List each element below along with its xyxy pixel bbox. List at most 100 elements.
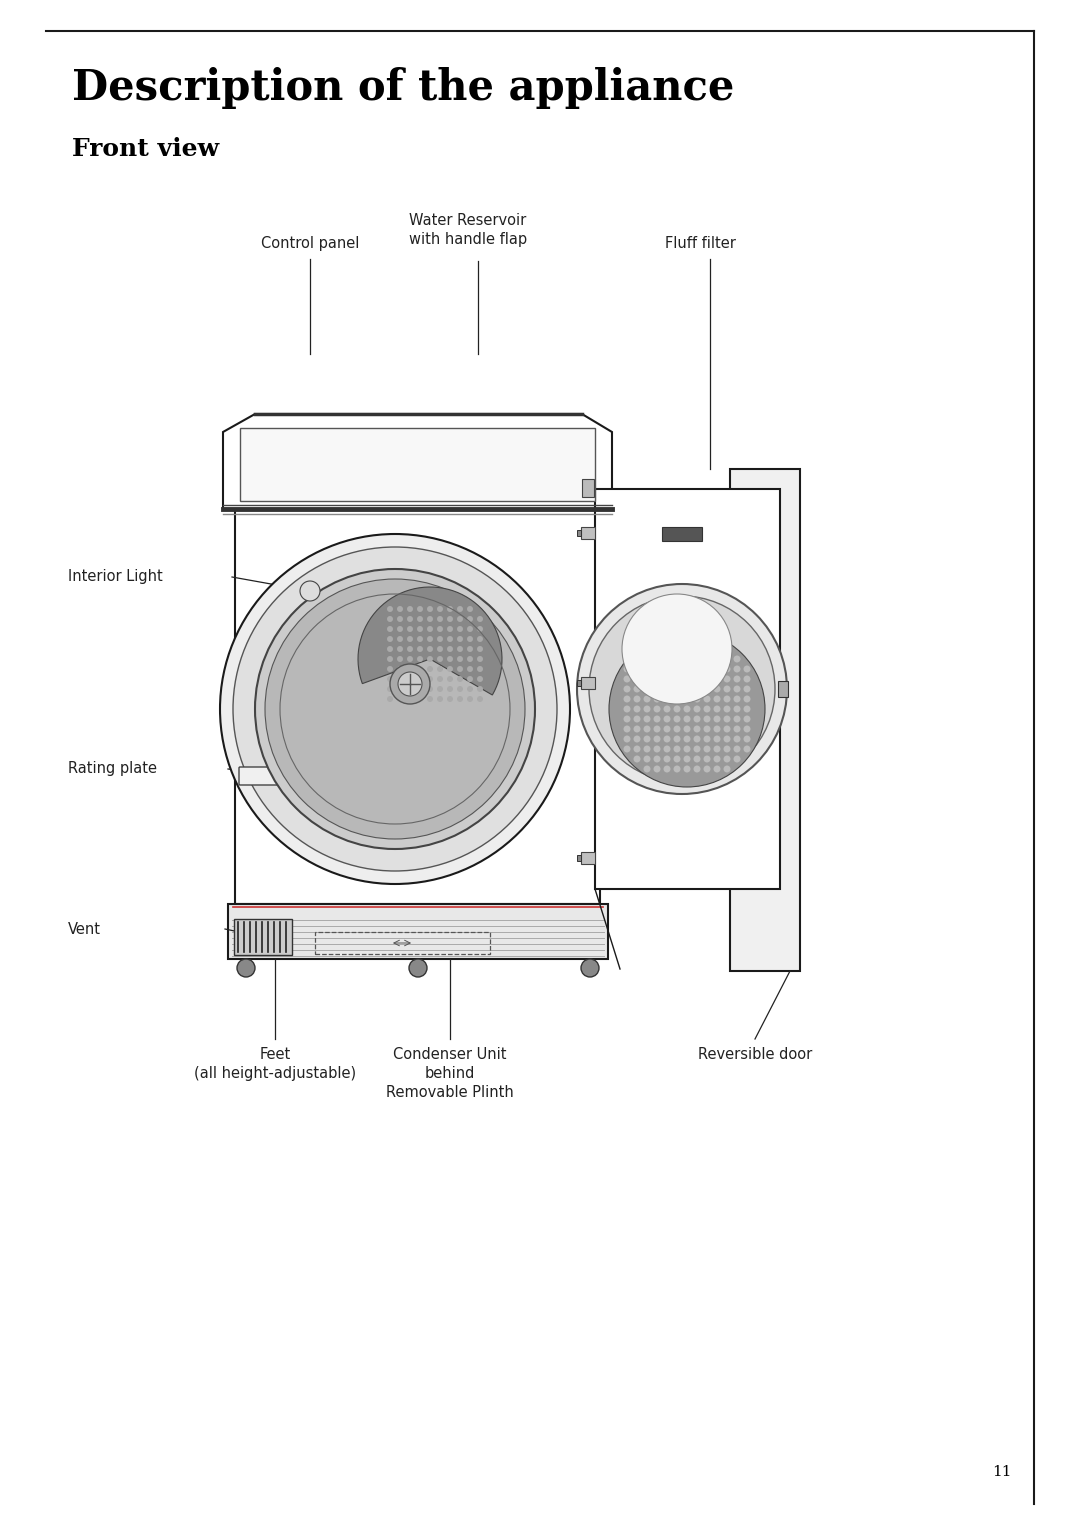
Circle shape (724, 746, 730, 752)
Circle shape (397, 687, 403, 693)
Circle shape (714, 665, 720, 673)
Circle shape (663, 696, 671, 702)
Circle shape (703, 656, 711, 662)
Circle shape (634, 696, 640, 702)
Circle shape (467, 656, 473, 662)
Circle shape (447, 636, 453, 642)
Circle shape (684, 766, 690, 772)
Circle shape (437, 625, 443, 631)
Circle shape (409, 959, 427, 977)
Bar (228, 904, 608, 959)
Circle shape (674, 725, 680, 732)
Circle shape (743, 746, 751, 752)
Circle shape (407, 676, 413, 682)
Text: Reversible door: Reversible door (698, 1047, 812, 1063)
Circle shape (674, 665, 680, 673)
Circle shape (387, 667, 393, 673)
Bar (581, 528, 595, 540)
Circle shape (577, 584, 787, 794)
Circle shape (663, 755, 671, 763)
Circle shape (417, 667, 423, 673)
Circle shape (674, 656, 680, 662)
Circle shape (407, 656, 413, 662)
Bar (581, 852, 595, 864)
Circle shape (417, 656, 423, 662)
Circle shape (693, 766, 701, 772)
Bar (730, 469, 800, 971)
Circle shape (644, 665, 650, 673)
Circle shape (674, 705, 680, 713)
Circle shape (693, 716, 701, 723)
Circle shape (623, 665, 631, 673)
Circle shape (743, 735, 751, 743)
Circle shape (644, 676, 650, 682)
Circle shape (417, 696, 423, 702)
Circle shape (724, 755, 730, 763)
Circle shape (714, 656, 720, 662)
Circle shape (703, 696, 711, 702)
Circle shape (653, 725, 661, 732)
Circle shape (447, 667, 453, 673)
Circle shape (623, 676, 631, 682)
Circle shape (407, 687, 413, 693)
Circle shape (714, 735, 720, 743)
Circle shape (447, 676, 453, 682)
Circle shape (581, 959, 599, 977)
Circle shape (387, 645, 393, 651)
Circle shape (653, 696, 661, 702)
Circle shape (653, 766, 661, 772)
Circle shape (477, 625, 483, 631)
Circle shape (724, 685, 730, 693)
Bar (315, 933, 490, 954)
Circle shape (714, 705, 720, 713)
Circle shape (427, 636, 433, 642)
Circle shape (693, 755, 701, 763)
Circle shape (663, 766, 671, 772)
Circle shape (457, 605, 463, 612)
Circle shape (609, 631, 765, 787)
Circle shape (437, 605, 443, 612)
Circle shape (397, 625, 403, 631)
Circle shape (693, 645, 701, 653)
Text: Interior Light: Interior Light (68, 569, 163, 584)
Text: Front view: Front view (72, 138, 219, 161)
Circle shape (387, 605, 393, 612)
Circle shape (674, 645, 680, 653)
Circle shape (693, 656, 701, 662)
Circle shape (733, 685, 741, 693)
Circle shape (653, 665, 661, 673)
Circle shape (714, 676, 720, 682)
Circle shape (399, 673, 422, 696)
Circle shape (743, 676, 751, 682)
Circle shape (634, 685, 640, 693)
Text: Vent: Vent (68, 922, 102, 936)
Circle shape (714, 766, 720, 772)
Circle shape (733, 755, 741, 763)
Bar (582, 479, 594, 497)
Circle shape (634, 716, 640, 723)
Circle shape (674, 755, 680, 763)
Circle shape (684, 665, 690, 673)
Circle shape (477, 616, 483, 622)
Circle shape (437, 687, 443, 693)
Circle shape (447, 687, 453, 693)
Circle shape (397, 696, 403, 702)
Circle shape (653, 716, 661, 723)
Circle shape (733, 716, 741, 723)
Circle shape (387, 696, 393, 702)
Circle shape (634, 755, 640, 763)
Circle shape (724, 725, 730, 732)
Circle shape (663, 665, 671, 673)
Circle shape (684, 696, 690, 702)
Circle shape (407, 625, 413, 631)
Circle shape (467, 616, 473, 622)
Circle shape (733, 656, 741, 662)
Bar (235, 509, 600, 904)
Circle shape (674, 716, 680, 723)
Circle shape (417, 687, 423, 693)
Circle shape (437, 696, 443, 702)
Circle shape (653, 746, 661, 752)
Circle shape (663, 645, 671, 653)
Circle shape (427, 667, 433, 673)
Circle shape (663, 735, 671, 743)
